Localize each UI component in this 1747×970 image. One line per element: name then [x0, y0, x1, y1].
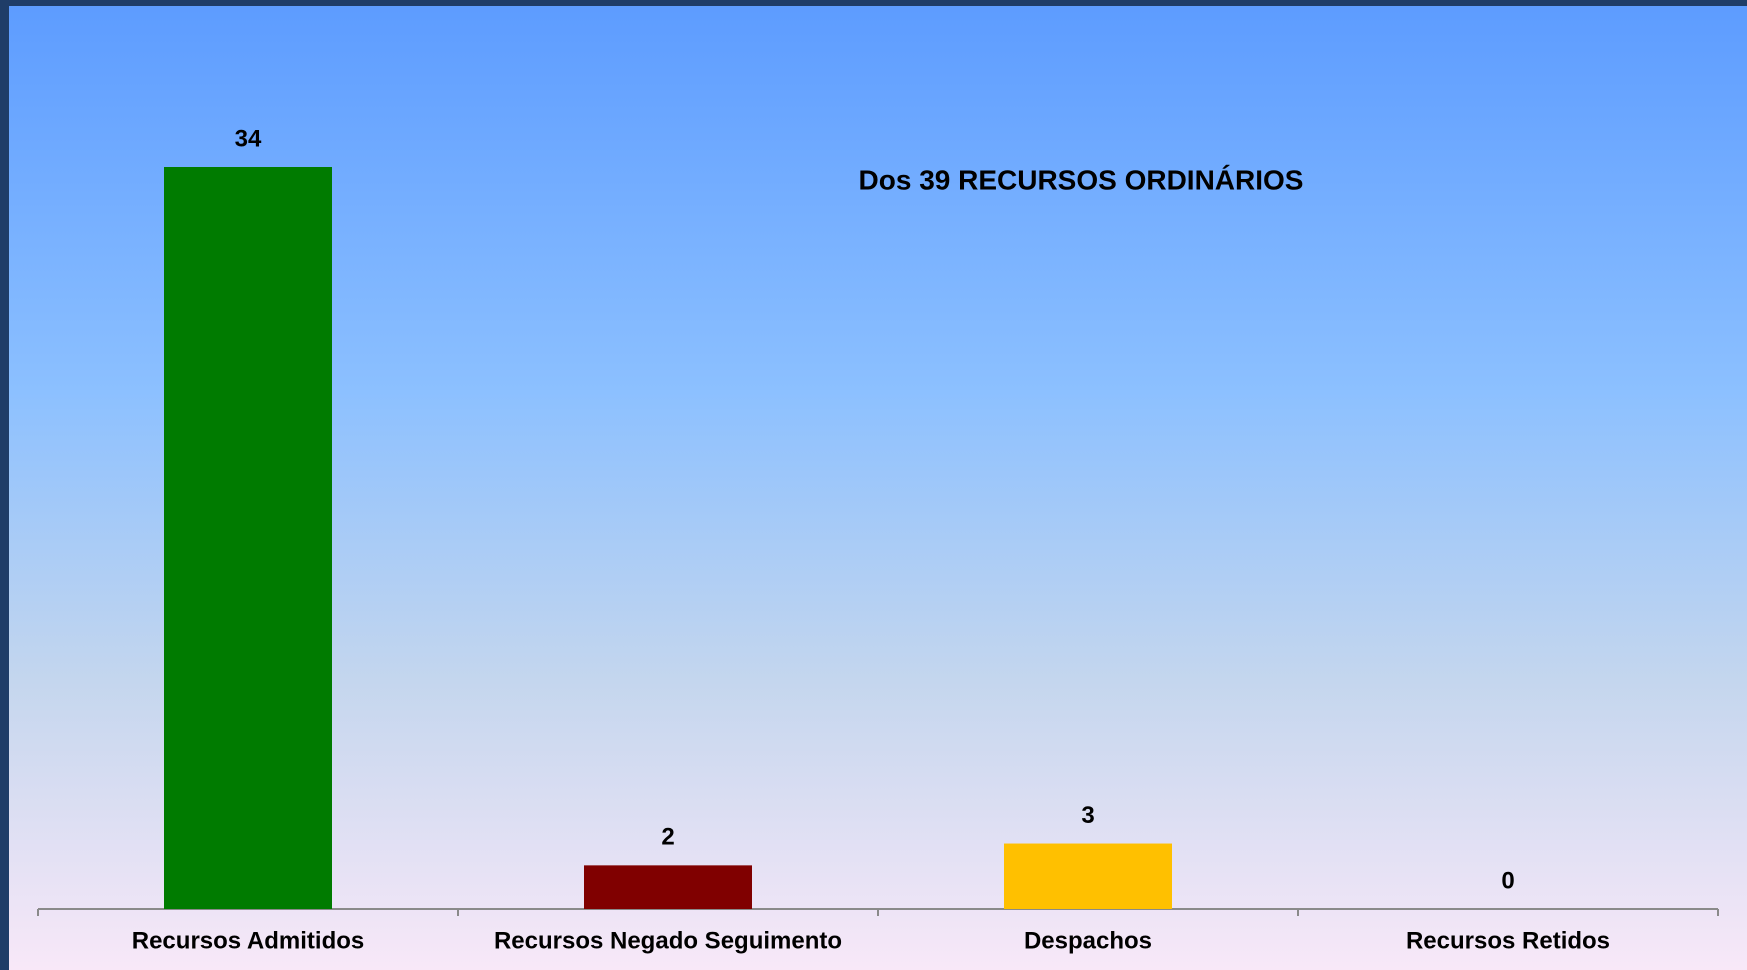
value-label: 34 [235, 125, 262, 152]
x-tick-label: Recursos Negado Seguimento [494, 927, 842, 954]
bar [1004, 843, 1172, 909]
x-tick-label: Recursos Retidos [1406, 927, 1610, 954]
value-label: 2 [661, 824, 674, 851]
bar [164, 167, 332, 909]
value-label: 3 [1081, 802, 1094, 829]
x-tick-label: Despachos [1024, 927, 1152, 954]
bar [584, 865, 752, 909]
chart-title: Dos 39 RECURSOS ORDINÁRIOS [859, 164, 1304, 195]
x-tick-label: Recursos Admitidos [132, 927, 365, 954]
value-label: 0 [1501, 867, 1514, 894]
